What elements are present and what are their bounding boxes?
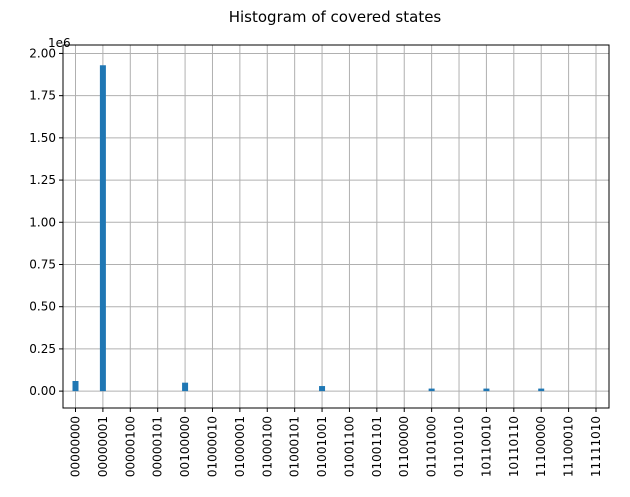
bar [483,388,490,392]
y-tick-label: 0.25 [29,342,56,356]
y-tick-label: 1.75 [29,89,56,103]
chart-title: Histogram of covered states [228,8,442,26]
x-tick-label: 10110010 [479,416,493,477]
x-tick-label: 11100000 [534,416,548,477]
x-tick-label: 00000000 [69,416,83,477]
bar [428,388,435,392]
x-tick-label: 01000010 [205,416,219,477]
y-tick-label: 0.50 [29,300,56,314]
y-tick-label: 0.75 [29,257,56,271]
x-tick-label: 01000101 [288,416,302,477]
bar [182,382,189,392]
y-tick-label: 0.00 [29,384,56,398]
x-tick-label: 00000100 [123,416,137,477]
x-tick-label: 01000100 [260,416,274,477]
x-tick-label: 11100010 [562,416,576,477]
x-tick-label: 01000001 [233,416,247,477]
y-tick-label: 1.25 [29,173,56,187]
x-tick-label: 01101010 [452,416,466,477]
x-tick-label: 01100000 [397,416,411,477]
x-tick-label: 00000101 [151,416,165,477]
x-tick-label: 00100000 [178,416,192,477]
x-tick-label: 01001101 [370,416,384,477]
x-tick-label: 01101000 [425,416,439,477]
y-tick-label: 1.00 [29,215,56,229]
x-tick-label: 11111010 [589,416,603,477]
x-tick-label: 01001001 [315,416,329,477]
x-tick-label: 10110110 [507,416,521,477]
plot-frame [62,44,610,409]
x-tick-label: 00000001 [96,416,110,477]
y-axis-offset-label: 1e6 [48,36,71,50]
bar [72,380,79,392]
bar [538,388,545,392]
bar [99,65,106,392]
y-tick-label: 1.50 [29,131,56,145]
x-tick-label: 01001100 [342,416,356,477]
y-tick-label: 2.00 [29,46,56,60]
bar [319,386,326,392]
